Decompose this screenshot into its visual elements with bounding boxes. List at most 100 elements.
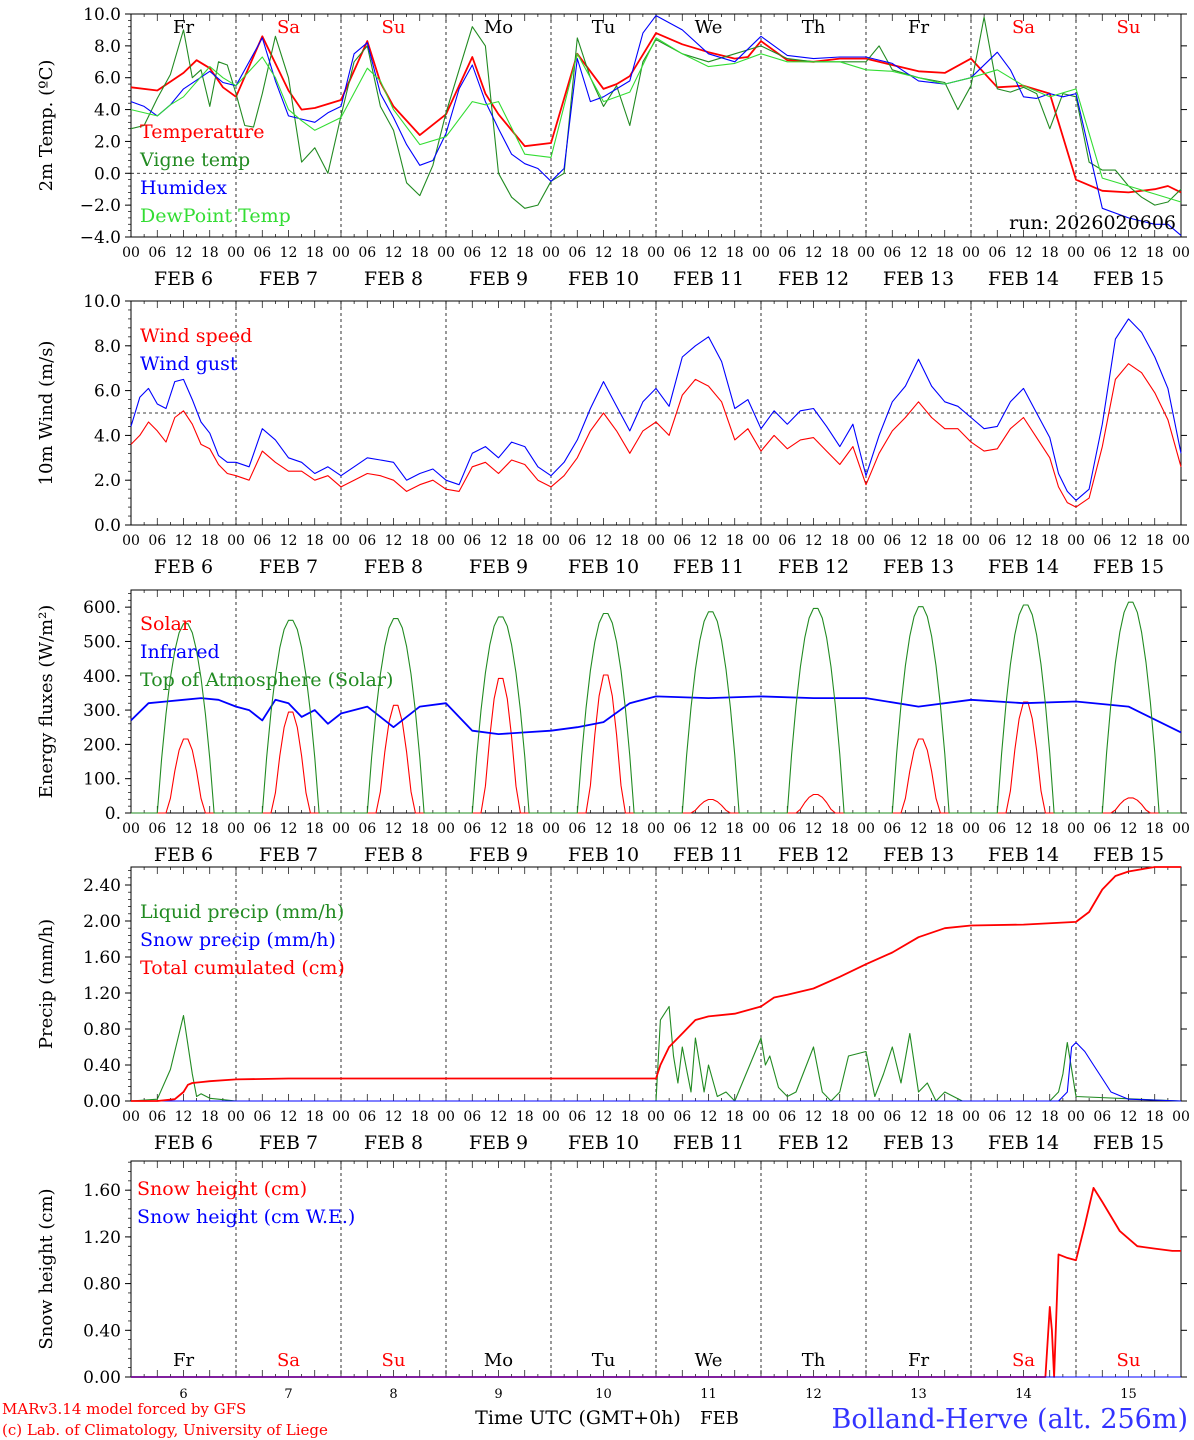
hour-label: 18 bbox=[516, 1109, 534, 1125]
hour-label: 18 bbox=[831, 245, 849, 261]
hour-label: 12 bbox=[490, 533, 508, 549]
day-number-label: 9 bbox=[494, 1387, 502, 1402]
hour-label: 12 bbox=[595, 1109, 613, 1125]
hour-label: 18 bbox=[1041, 1109, 1059, 1125]
y-axis-label: 2m Temp. (ºC) bbox=[36, 60, 57, 192]
hour-label: 12 bbox=[280, 245, 298, 261]
y-tick-label: 500. bbox=[83, 632, 121, 652]
hour-label: 18 bbox=[1041, 245, 1059, 261]
copyright: (c) Lab. of Climatology, University of L… bbox=[2, 1421, 328, 1439]
hour-label: 00 bbox=[227, 245, 245, 261]
date-label: FEB 8 bbox=[364, 268, 423, 290]
hour-label: 18 bbox=[936, 821, 954, 837]
hour-label: 18 bbox=[1146, 245, 1164, 261]
hour-label: 06 bbox=[148, 533, 166, 549]
hour-label: 06 bbox=[673, 245, 691, 261]
hour-label: 00 bbox=[122, 245, 140, 261]
hour-label: 00 bbox=[227, 1109, 245, 1125]
series-line-snow-height-cm- bbox=[131, 1187, 1181, 1378]
panel-wind: 10.0 8.0 6.0 4.0 2.0 0.0 10m Wind (m/s) 00 06 12 1… bbox=[36, 292, 1190, 578]
weekday-label: Sa bbox=[1012, 1350, 1035, 1371]
weekday-label: Mo bbox=[484, 1350, 513, 1371]
hour-label: 06 bbox=[358, 1109, 376, 1125]
hour-label: 18 bbox=[306, 245, 324, 261]
date-label: FEB 14 bbox=[988, 844, 1059, 866]
hour-label: 06 bbox=[253, 821, 271, 837]
hour-label: 12 bbox=[910, 1109, 928, 1125]
hour-label: 18 bbox=[726, 1109, 744, 1125]
hour-label: 00 bbox=[122, 1109, 140, 1125]
hour-label: 00 bbox=[647, 821, 665, 837]
hour-label: 06 bbox=[673, 533, 691, 549]
hour-label: 00 bbox=[647, 533, 665, 549]
hour-label: 00 bbox=[227, 533, 245, 549]
legend-entry: Top of Atmosphere (Solar) bbox=[140, 669, 393, 691]
series-line-snow-precip-mm-h- bbox=[131, 1041, 1182, 1102]
date-label: FEB 9 bbox=[469, 556, 528, 578]
hour-label: 18 bbox=[726, 533, 744, 549]
hour-label: 12 bbox=[910, 245, 928, 261]
hour-label: 12 bbox=[175, 245, 193, 261]
y-tick-label: 4.0 bbox=[94, 101, 121, 121]
hour-label: 12 bbox=[1015, 1109, 1033, 1125]
hour-label: 06 bbox=[568, 1109, 586, 1125]
hour-label: 12 bbox=[805, 533, 823, 549]
weekday-label: Th bbox=[802, 17, 826, 38]
hour-label: 00 bbox=[857, 821, 875, 837]
hour-label: 12 bbox=[490, 245, 508, 261]
hour-label: 06 bbox=[778, 533, 796, 549]
hour-label: 12 bbox=[910, 533, 928, 549]
hour-label: 06 bbox=[883, 1109, 901, 1125]
hour-label: 00 bbox=[647, 1109, 665, 1125]
legend-entry: Liquid precip (mm/h) bbox=[140, 901, 344, 923]
hour-label: 12 bbox=[490, 1109, 508, 1125]
y-tick-label: 2.40 bbox=[83, 876, 121, 896]
hour-label: 18 bbox=[411, 533, 429, 549]
hour-label: 18 bbox=[411, 821, 429, 837]
hour-label: 06 bbox=[148, 245, 166, 261]
hour-label: 00 bbox=[752, 1109, 770, 1125]
date-label: FEB 8 bbox=[364, 844, 423, 866]
day-number-label: 13 bbox=[910, 1387, 927, 1402]
date-label: FEB 7 bbox=[259, 844, 318, 866]
y-tick-label: 0.0 bbox=[94, 516, 121, 536]
y-tick-label: 6.0 bbox=[94, 69, 121, 89]
hour-label: 00 bbox=[332, 821, 350, 837]
date-label: FEB 14 bbox=[988, 268, 1059, 290]
hour-label: 06 bbox=[883, 533, 901, 549]
y-tick-label: 6.0 bbox=[94, 382, 121, 402]
hour-label: 06 bbox=[988, 821, 1006, 837]
hour-label: 18 bbox=[831, 821, 849, 837]
date-label: FEB 10 bbox=[568, 556, 639, 578]
hour-label: 00 bbox=[1172, 821, 1190, 837]
weekday-label: Su bbox=[1117, 17, 1141, 38]
hour-label: 06 bbox=[988, 1109, 1006, 1125]
weekday-label: Tu bbox=[592, 17, 616, 38]
date-label: FEB 13 bbox=[883, 268, 954, 290]
hour-label: 06 bbox=[1093, 1109, 1111, 1125]
weekday-label: We bbox=[695, 17, 723, 38]
hour-label: 12 bbox=[700, 533, 718, 549]
station-label: Bolland-Herve (alt. 256m) bbox=[832, 1404, 1188, 1435]
y-tick-label: 2.0 bbox=[94, 132, 121, 152]
y-tick-label: 1.20 bbox=[83, 984, 121, 1004]
hour-label: 00 bbox=[857, 1109, 875, 1125]
time-axis-month: FEB bbox=[700, 1408, 739, 1429]
hour-label: 00 bbox=[1067, 821, 1085, 837]
hour-label: 00 bbox=[857, 245, 875, 261]
hour-label: 00 bbox=[227, 821, 245, 837]
hour-label: 06 bbox=[148, 821, 166, 837]
hour-label: 06 bbox=[463, 1109, 481, 1125]
hour-label: 12 bbox=[1015, 821, 1033, 837]
hour-label: 06 bbox=[358, 821, 376, 837]
date-label: FEB 11 bbox=[673, 556, 744, 578]
weekday-label: Sa bbox=[277, 1350, 300, 1371]
hour-label: 00 bbox=[752, 245, 770, 261]
legend-entry: Snow height (cm) bbox=[137, 1178, 307, 1200]
hour-label: 00 bbox=[437, 1109, 455, 1125]
legend-entry: DewPoint Temp bbox=[140, 205, 291, 227]
hour-label: 12 bbox=[700, 245, 718, 261]
y-tick-label: 4.0 bbox=[94, 426, 121, 446]
hour-label: 00 bbox=[962, 533, 980, 549]
